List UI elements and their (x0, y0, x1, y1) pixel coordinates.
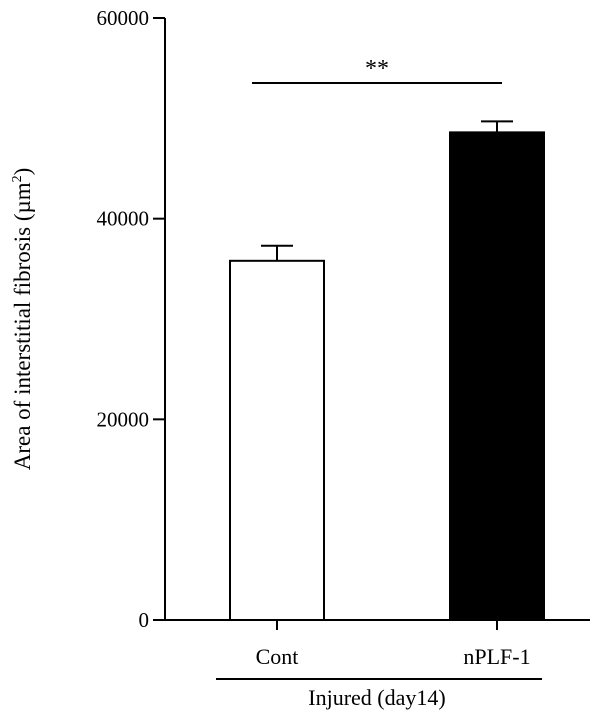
x-tick-labels: Cont nPLF-1 (256, 620, 531, 669)
y-axis-title-close: ) (10, 168, 35, 176)
y-axis-title-main: Area of interstitial fibrosis (µm (10, 182, 35, 470)
error-bars (261, 120, 513, 261)
group-label: Injured (day14) (308, 685, 445, 710)
y-tick-label: 60000 (97, 6, 150, 30)
bar-nplf-1 (449, 131, 545, 621)
bar-cont (229, 259, 325, 621)
y-tick-label: 20000 (97, 407, 150, 431)
y-tick-label: 0 (139, 608, 150, 632)
y-axis-title: Area of interstitial fibrosis (µm2) (10, 168, 35, 471)
significance-label: ** (365, 56, 389, 82)
y-ticks: 0 20000 40000 60000 (97, 6, 165, 632)
bars (229, 131, 545, 621)
y-axis-title-superscript: 2 (10, 175, 25, 182)
x-tick-label: Cont (256, 644, 299, 669)
x-tick-label: nPLF-1 (463, 644, 530, 669)
y-tick-label: 40000 (97, 207, 150, 231)
